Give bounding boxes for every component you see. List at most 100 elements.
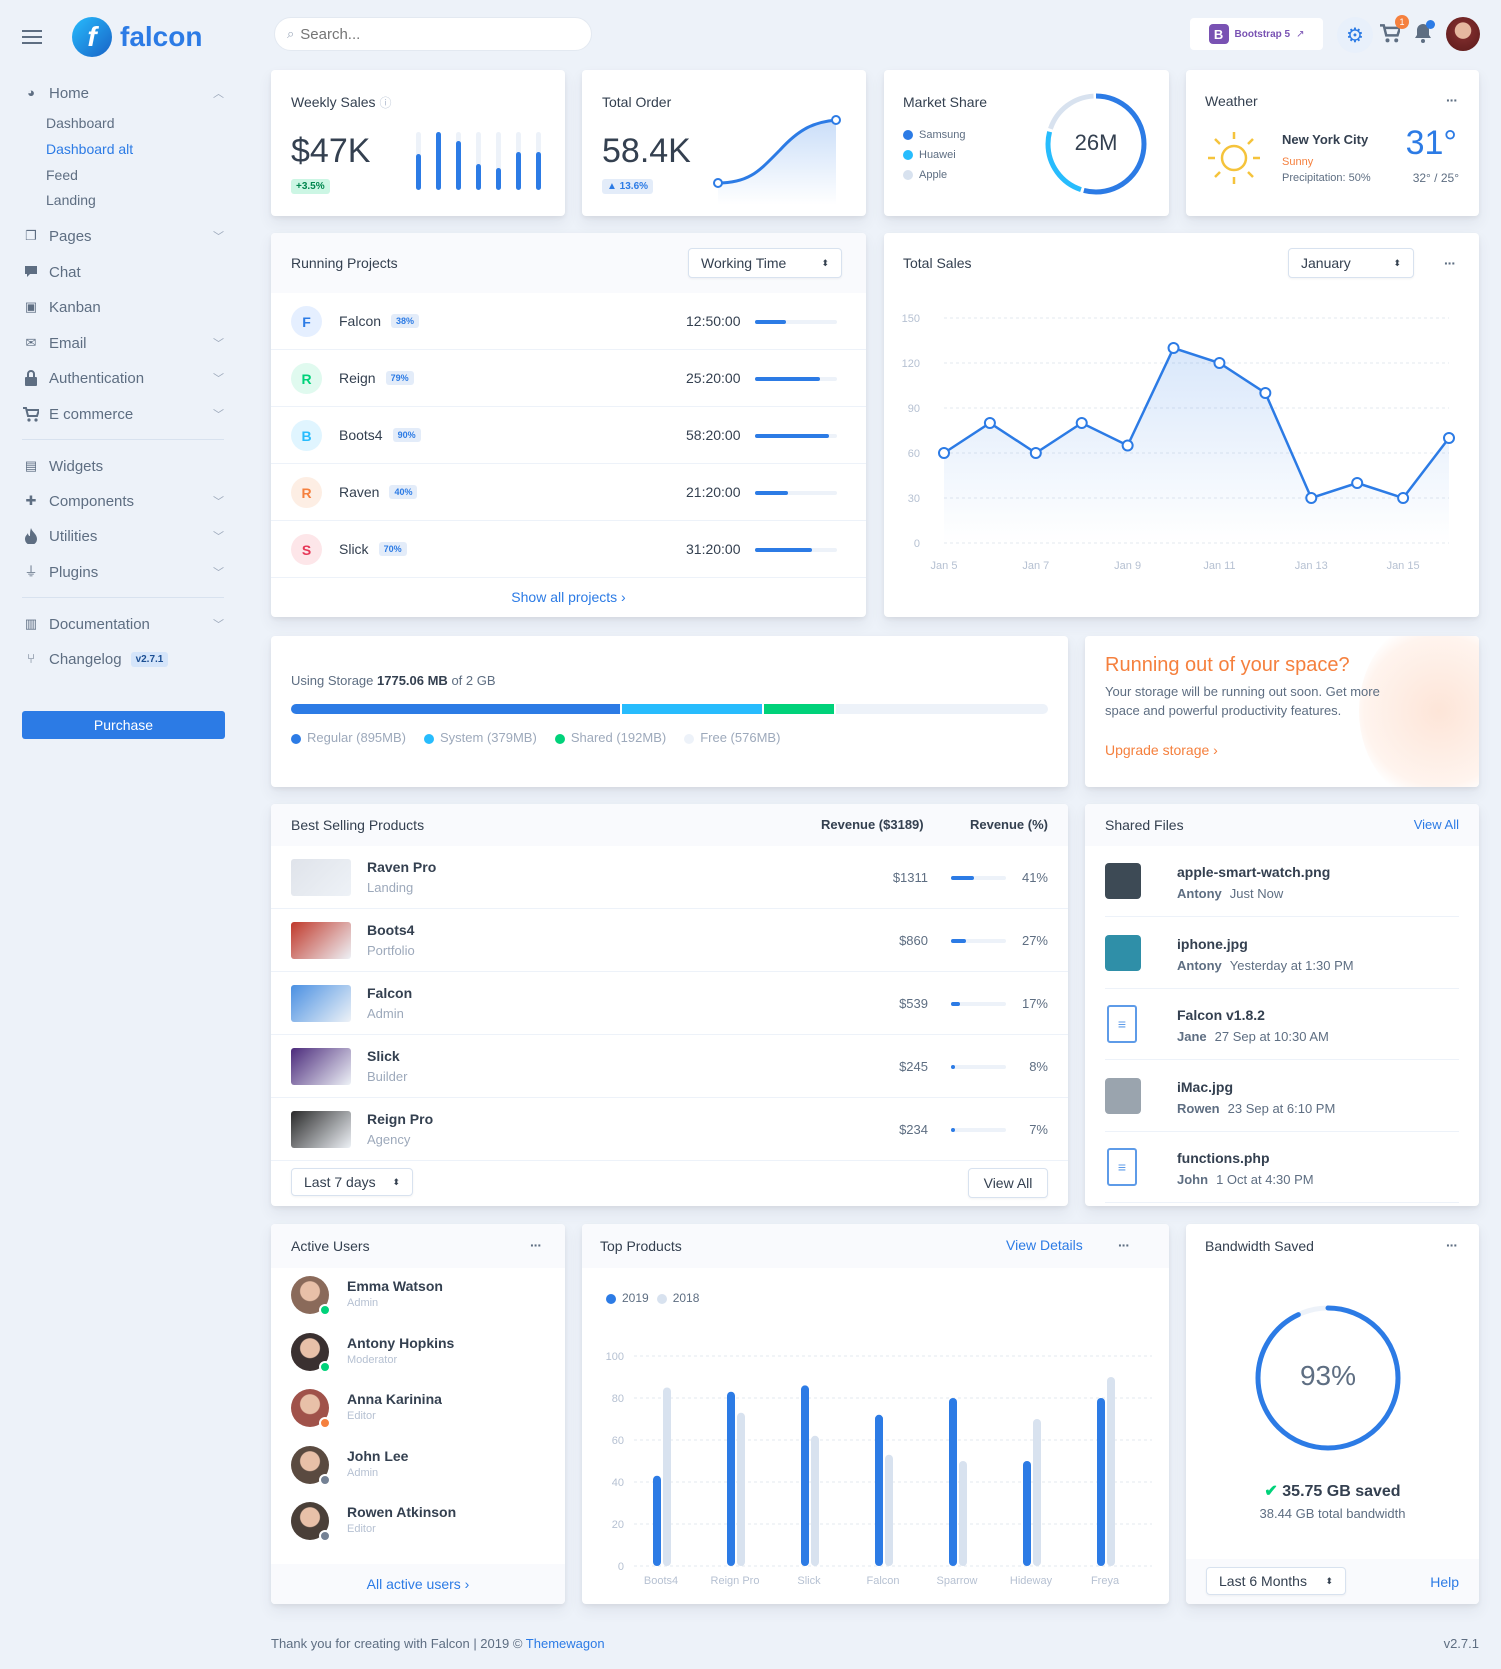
product-row[interactable]: Raven Pro Landing $1311 41% [271, 846, 1068, 909]
total-sales-point[interactable] [1213, 357, 1226, 369]
file-name[interactable]: functions.php [1177, 1150, 1270, 1166]
total-sales-point[interactable] [1397, 492, 1410, 504]
user-name[interactable]: Anna Karinina [347, 1391, 442, 1407]
notifications-button[interactable] [1414, 20, 1435, 45]
bar-2019[interactable] [727, 1391, 735, 1566]
themewagon-link[interactable]: Themewagon [525, 1636, 605, 1651]
help-link[interactable]: Help [1430, 1574, 1459, 1590]
bar-2019[interactable] [949, 1398, 957, 1566]
user-avatar[interactable] [291, 1389, 331, 1429]
user-avatar[interactable] [291, 1276, 331, 1316]
user-name[interactable]: Antony Hopkins [347, 1334, 455, 1351]
bar-2019[interactable] [875, 1414, 883, 1566]
total-sales-point[interactable] [1075, 417, 1088, 429]
sidebar-item-home[interactable]: ◕ Home ︿ [22, 84, 224, 102]
cart-button[interactable]: 1 [1380, 15, 1409, 44]
sidebar-item-changelog[interactable]: ⑂ Changelog v2.7.1 [22, 650, 224, 668]
bar-2018[interactable] [1107, 1377, 1115, 1566]
search-box[interactable]: ⌕ [274, 17, 592, 51]
file-row[interactable]: ≡ functions.php John 1 Oct at 4:30 PM [1105, 1132, 1459, 1203]
file-name[interactable]: Falcon v1.8.2 [1177, 1007, 1265, 1023]
project-row[interactable]: R Reign 79% 25:20:00 [271, 350, 866, 407]
settings-button[interactable]: ⚙ [1337, 17, 1373, 53]
more-options-icon[interactable]: ··· [1446, 92, 1458, 108]
sidebar-subitem-dashboard[interactable]: Dashboard [46, 115, 115, 131]
user-name[interactable]: Rowen Atkinson [347, 1504, 457, 1520]
sidebar-item-plugins[interactable]: ⏚ Plugins ﹀ [22, 563, 224, 581]
product-name[interactable]: Falcon [367, 985, 413, 1001]
file-name[interactable]: apple-smart-watch.png [1177, 864, 1331, 880]
product-row[interactable]: Reign Pro Agency $234 7% [271, 1098, 1068, 1161]
show-all-projects-link[interactable]: Show all projects › [511, 589, 626, 605]
product-name[interactable]: Reign Pro [367, 1111, 434, 1127]
total-sales-point[interactable] [1305, 492, 1318, 504]
product-row[interactable]: Boots4 Portfolio $860 27% [271, 909, 1068, 972]
logo[interactable]: f falcon [72, 17, 202, 57]
total-sales-point[interactable] [1029, 447, 1042, 459]
project-row[interactable]: B Boots4 90% 58:20:00 [271, 407, 866, 464]
sidebar-item-documentation[interactable]: ▥ Documentation ﹀ [22, 615, 224, 633]
bar-2019[interactable] [1097, 1398, 1105, 1566]
product-name[interactable]: Raven Pro [367, 859, 437, 875]
month-select[interactable]: January ⬍ [1288, 248, 1414, 278]
more-options-icon[interactable]: ··· [1118, 1237, 1130, 1253]
user-name[interactable]: John Lee [347, 1447, 409, 1464]
sidebar-item-ecommerce[interactable]: E commerce ﹀ [22, 405, 224, 423]
project-row[interactable]: F Falcon 38% 12:50:00 [271, 293, 866, 350]
total-sales-point[interactable] [938, 447, 950, 459]
sidebar-item-kanban[interactable]: ▣ Kanban [22, 298, 224, 316]
bar-2019[interactable] [653, 1475, 661, 1566]
total-sales-point[interactable] [1121, 439, 1134, 452]
user-name[interactable]: Emma Watson [347, 1278, 443, 1294]
user-avatar[interactable] [291, 1502, 331, 1542]
more-options-icon[interactable]: ··· [530, 1237, 542, 1253]
total-sales-point[interactable] [1443, 432, 1455, 444]
more-options-icon[interactable]: ··· [1444, 255, 1456, 271]
bar-2018[interactable] [737, 1412, 745, 1566]
file-name[interactable]: iMac.jpg [1177, 1078, 1234, 1095]
view-details-link[interactable]: View Details [1006, 1237, 1083, 1253]
product-name[interactable]: Slick [367, 1048, 400, 1064]
purchase-button[interactable]: Purchase [22, 711, 225, 739]
total-sales-point[interactable] [1259, 387, 1272, 399]
file-row[interactable]: apple-smart-watch.png Antony Just Now [1105, 846, 1459, 917]
bar-2018[interactable] [959, 1461, 967, 1566]
search-input[interactable] [300, 25, 561, 43]
bar-2018[interactable] [663, 1387, 671, 1567]
project-row[interactable]: S Slick 70% 31:20:00 [271, 521, 866, 578]
sidebar-item-utilities[interactable]: Utilities ﹀ [22, 527, 224, 545]
bar-2019[interactable] [801, 1385, 809, 1566]
sidebar-subitem-landing[interactable]: Landing [46, 192, 96, 208]
file-name[interactable]: iphone.jpg [1177, 935, 1248, 952]
user-avatar[interactable] [291, 1445, 331, 1486]
sidebar-item-chat[interactable]: Chat [22, 263, 224, 281]
sidebar-item-components[interactable]: ✚ Components ﹀ [22, 492, 224, 510]
file-row[interactable]: iphone.jpg Antony Yesterday at 1:30 PM [1105, 918, 1459, 989]
upgrade-storage-link[interactable]: Upgrade storage › [1105, 742, 1218, 758]
user-avatar[interactable] [1446, 17, 1480, 51]
all-active-users-link[interactable]: All active users › [366, 1576, 470, 1592]
sidebar-subitem-feed[interactable]: Feed [46, 167, 78, 183]
period-select[interactable]: Last 6 Months ⬍ [1206, 1567, 1346, 1595]
bar-2018[interactable] [1033, 1419, 1041, 1566]
menu-toggle-icon[interactable] [22, 30, 42, 44]
total-sales-point[interactable] [1351, 477, 1364, 489]
sidebar-item-widgets[interactable]: ▤ Widgets [22, 457, 224, 475]
working-time-select[interactable]: Working Time ⬍ [688, 248, 842, 278]
total-sales-point[interactable] [1167, 342, 1180, 354]
file-row[interactable]: ≡ Falcon v1.8.2 Jane 27 Sep at 10:30 AM [1105, 989, 1459, 1060]
more-options-icon[interactable]: ··· [1446, 1237, 1458, 1253]
bar-2019[interactable] [1023, 1461, 1031, 1566]
bar-2018[interactable] [885, 1454, 893, 1566]
view-all-button[interactable]: View All [968, 1168, 1048, 1198]
bootstrap-5-link[interactable]: B Bootstrap 5 ↗ [1190, 18, 1323, 50]
shared-files-view-all-link[interactable]: View All [1413, 817, 1459, 832]
product-row[interactable]: Falcon Admin $539 17% [271, 972, 1068, 1035]
sidebar-item-email[interactable]: ✉ Email ﹀ [22, 334, 224, 352]
sidebar-item-authentication[interactable]: Authentication ﹀ [22, 369, 224, 387]
sidebar-subitem-dashboard-alt[interactable]: Dashboard alt [46, 141, 134, 157]
bar-2018[interactable] [811, 1435, 819, 1566]
product-name[interactable]: Boots4 [367, 922, 415, 938]
file-row[interactable]: iMac.jpg Rowen 23 Sep at 6:10 PM [1105, 1061, 1459, 1132]
sidebar-item-pages[interactable]: ❐ Pages ﹀ [22, 227, 224, 245]
